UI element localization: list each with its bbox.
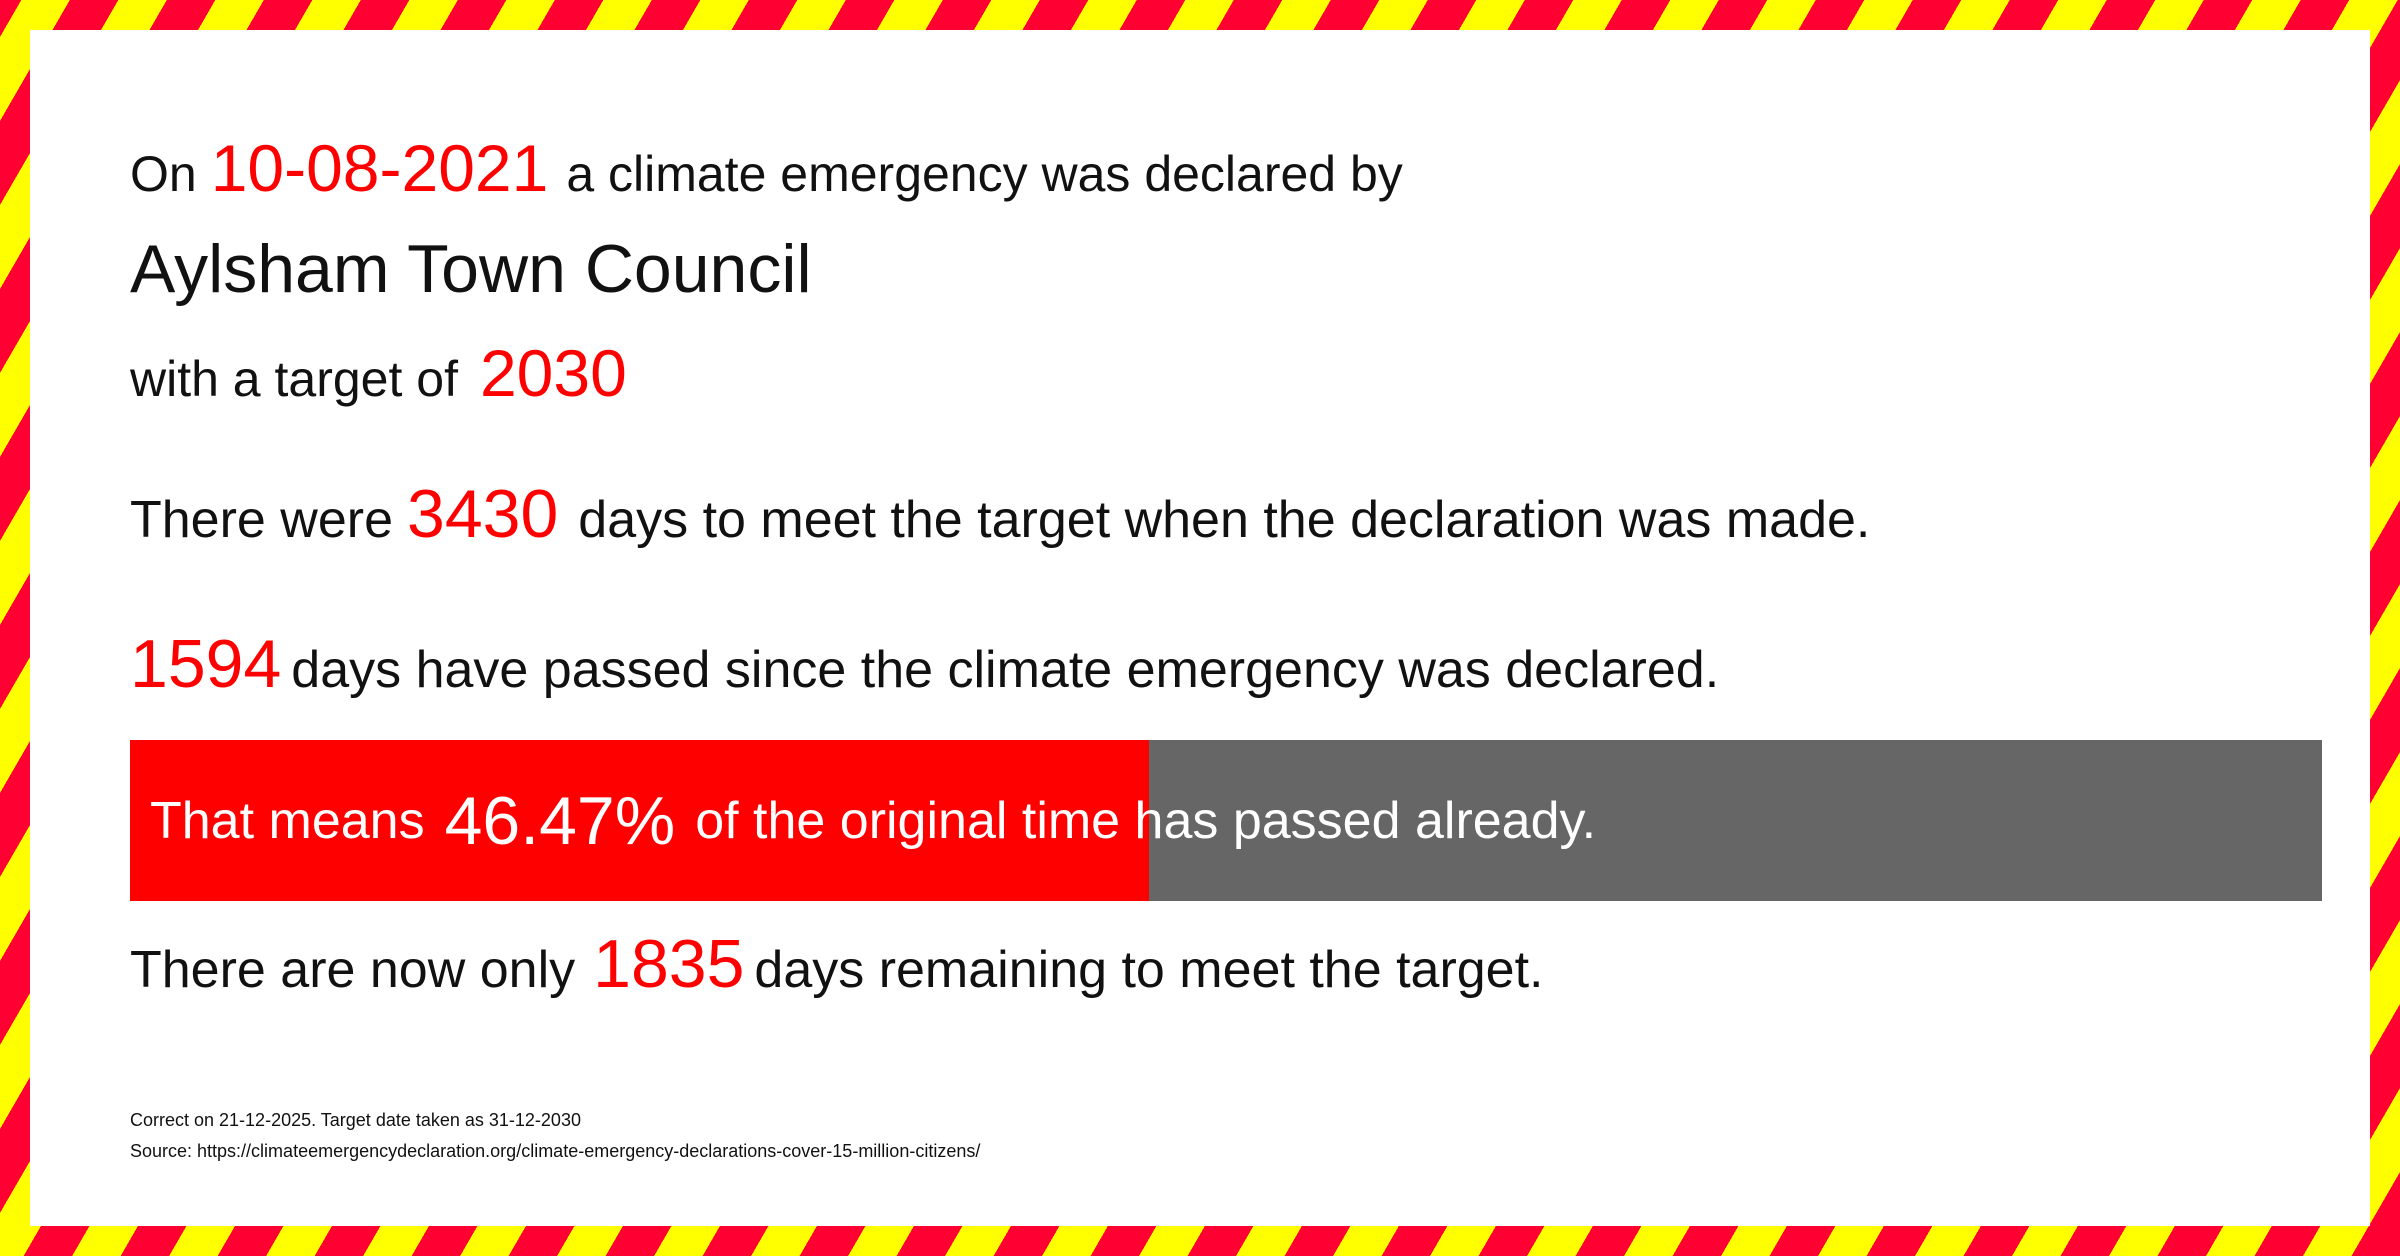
suffix-text: a climate emergency was declared by xyxy=(566,146,1403,202)
council-name: Aylsham Town Council xyxy=(130,231,812,307)
content-panel: On 10-08-2021 a climate emergency was de… xyxy=(30,30,2370,1226)
progress-prefix: That means xyxy=(150,791,425,850)
total-days-value: 3430 xyxy=(407,476,559,552)
progress-bar: That means 46.47% of the original time h… xyxy=(130,740,2322,901)
footer-correct: Correct on 21-12-2025. Target date taken… xyxy=(130,1110,581,1130)
target-year: 2030 xyxy=(479,336,627,410)
progress-text: That means 46.47% of the original time h… xyxy=(150,740,1596,901)
total-days-prefix: There were xyxy=(130,491,393,549)
prefix-text: On xyxy=(130,146,197,202)
remaining-suffix: days remaining to meet the target. xyxy=(754,941,1544,999)
remaining-prefix: There are now only xyxy=(130,941,576,999)
progress-fill xyxy=(130,740,1149,901)
remaining-line: There are now only 1835 days remaining t… xyxy=(130,925,1544,1003)
footer-source: Source: https://climateemergencydeclarat… xyxy=(130,1141,981,1161)
declaration-date: 10-08-2021 xyxy=(210,131,549,205)
target-line: with a target of 2030 xyxy=(130,335,627,411)
remaining-value: 1835 xyxy=(593,926,745,1002)
total-days-line: There were 3430 days to meet the target … xyxy=(130,475,1870,553)
passed-days-line: 1594 days have passed since the climate … xyxy=(130,625,1719,703)
passed-days-suffix: days have passed since the climate emerg… xyxy=(291,641,1720,699)
progress-suffix: of the original time has passed already. xyxy=(695,791,1597,850)
total-days-suffix: days to meet the target when the declara… xyxy=(578,491,1871,549)
target-prefix: with a target of xyxy=(130,351,458,407)
declaration-line: On 10-08-2021 a climate emergency was de… xyxy=(130,130,1403,206)
passed-days-value: 1594 xyxy=(130,626,282,702)
progress-percent: 46.47% xyxy=(444,782,676,859)
